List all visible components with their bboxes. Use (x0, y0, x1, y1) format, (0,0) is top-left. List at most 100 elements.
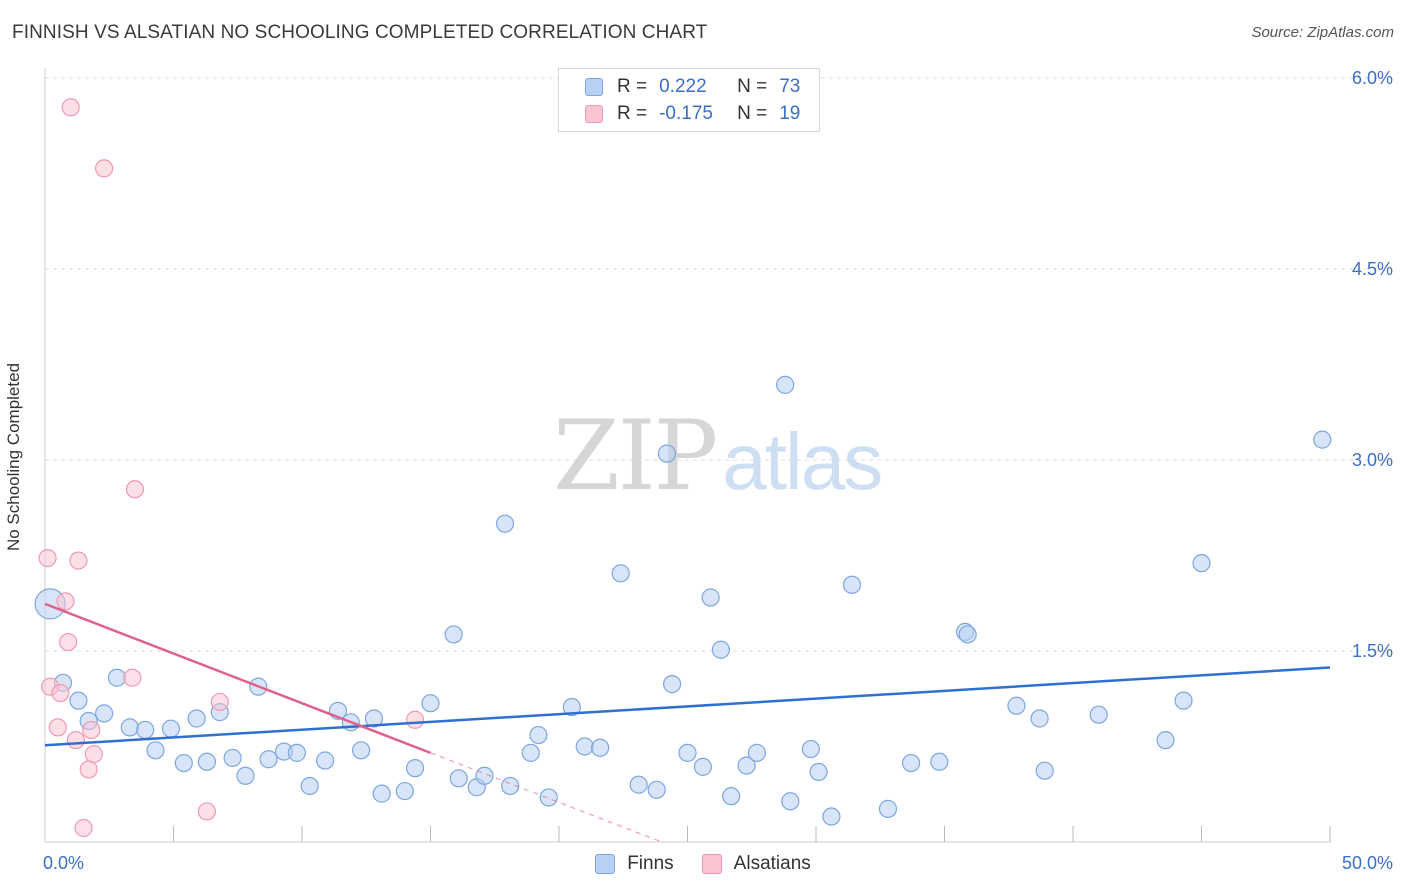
legend-row-finns: R = 0.222 N = 73 (585, 75, 800, 99)
alsatians-point (82, 720, 101, 740)
finns-point (901, 753, 921, 773)
alsatians-legend-swatch (701, 854, 722, 874)
correlation-legend: R = 0.222 N = 73 R = -0.175 N = 19 (558, 68, 820, 132)
alsatians-point (59, 632, 78, 652)
finns-n-label: N = (737, 76, 768, 97)
source-credit: Source: ZipAtlas.com (1251, 24, 1394, 41)
finns-point (1156, 731, 1175, 750)
finns-point (647, 780, 666, 799)
finns-point (737, 756, 756, 775)
series-legend: Finns Alsatians (0, 852, 1406, 876)
finns-point (161, 719, 181, 738)
finns-point (747, 743, 766, 762)
legend-row-alsatians: R = -0.175 N = 19 (585, 102, 800, 126)
finns-point (693, 757, 713, 776)
y-tick-label: 4.5% (1352, 259, 1393, 279)
alsatians-point (405, 710, 425, 729)
finns-point (95, 704, 114, 723)
alsatians-point (84, 745, 103, 764)
alsatians-point (69, 551, 88, 570)
finns-point (629, 775, 648, 794)
finns-point (611, 564, 630, 583)
finns-point (878, 799, 898, 818)
finns-point (1192, 554, 1211, 573)
x-tick-label-max: 50.0% (1342, 853, 1393, 873)
finns-point (591, 738, 610, 757)
finns-point (395, 781, 414, 801)
alsatians-r-label: R = (617, 103, 648, 124)
finns-legend-label: Finns (627, 853, 674, 874)
alsatians-trend-extension (430, 752, 663, 843)
finns-point (69, 691, 88, 710)
finns-trend-line (44, 666, 1331, 747)
finns-point (1174, 691, 1193, 710)
finns-point (801, 739, 820, 759)
alsatians-point (48, 718, 67, 737)
finns-point (781, 792, 800, 811)
finns-point (575, 737, 594, 756)
finns-point (174, 753, 193, 773)
y-tick-label: 6.0% (1352, 68, 1393, 88)
alsatians-legend-label: Alsatians (733, 853, 811, 874)
alsatians-point (74, 818, 93, 838)
finns-point (842, 575, 862, 594)
finns-point (223, 748, 242, 768)
finns-point (1035, 761, 1054, 780)
finns-point (372, 784, 391, 803)
finns-point (529, 725, 548, 745)
finns-point (1030, 709, 1049, 728)
finns-point (539, 788, 558, 807)
finns-point (657, 444, 677, 463)
finns-point (146, 741, 165, 760)
alsatians-n-label: N = (737, 103, 768, 124)
finns-point (521, 743, 540, 762)
finns-point (701, 588, 720, 607)
finns-legend-swatch (595, 854, 616, 874)
finns-point (662, 675, 682, 694)
finns-point (449, 769, 468, 788)
finns-point (364, 709, 384, 728)
finns-r-label: R = (617, 76, 648, 97)
finns-point (197, 752, 217, 771)
alsatians-point (61, 98, 80, 117)
finns-point (107, 668, 127, 687)
finns-point (809, 762, 828, 782)
finns-n-value: 73 (779, 76, 801, 97)
x-tick-label-min: 0.0% (43, 853, 84, 873)
finns-point (776, 375, 795, 394)
alsatians-point (123, 668, 142, 687)
legend-item-finns[interactable]: Finns (595, 853, 674, 875)
finns-point (958, 625, 977, 644)
finns-point (187, 709, 206, 728)
finns-point (930, 752, 949, 771)
finns-r-value: 0.222 (659, 76, 707, 97)
finns-point (444, 625, 463, 644)
finns-point (136, 720, 155, 740)
finns-point (722, 787, 741, 806)
finns-point (711, 640, 731, 659)
alsatians-point (95, 159, 114, 178)
y-tick-label: 3.0% (1352, 450, 1393, 470)
finns-point (562, 697, 581, 717)
y-axis-label: No Schooling Completed (4, 362, 23, 552)
finns-point (678, 743, 697, 762)
finns-point (1313, 430, 1332, 449)
finns-point (421, 694, 440, 713)
finns-point (822, 807, 841, 826)
finns-point (1089, 705, 1108, 724)
alsatians-point (66, 731, 85, 750)
finns-point (405, 759, 425, 778)
finns-point (120, 718, 139, 737)
alsatians-n-value: 19 (779, 103, 801, 124)
chart-title: FINNISH VS ALSATIAN NO SCHOOLING COMPLET… (12, 22, 708, 43)
alsatians-point (210, 692, 229, 712)
finns-swatch (585, 78, 603, 96)
alsatians-swatch (585, 105, 603, 123)
finns-point (495, 514, 515, 533)
alsatians-point (79, 760, 98, 779)
alsatians-point (56, 592, 75, 611)
legend-item-alsatians[interactable]: Alsatians (701, 853, 811, 875)
alsatians-trend-line (44, 602, 431, 755)
alsatians-r-value: -0.175 (659, 103, 713, 124)
